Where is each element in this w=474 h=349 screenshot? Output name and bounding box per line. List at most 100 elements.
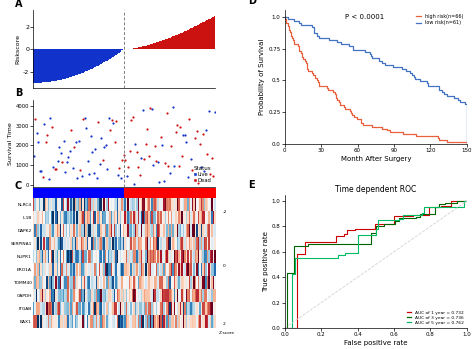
Text: D: D (248, 0, 256, 6)
Point (67, 127, 75, 133)
Point (66, 148, 73, 154)
Bar (35, 50, 36, 83)
Bar (153, 43, 154, 50)
Bar (117, 50, 118, 54)
Bar (102, 50, 103, 63)
Point (62, 169, 69, 174)
Bar (198, 25, 199, 50)
Point (189, 167, 196, 173)
Point (91, 146, 99, 151)
Point (39, 174, 46, 180)
Bar (63, 50, 64, 79)
Bar (41, 50, 42, 82)
Bar (99, 50, 100, 65)
Point (88, 149, 96, 155)
Bar (45, 50, 46, 82)
Point (46, 115, 54, 120)
Point (96, 161, 103, 167)
Text: C: C (15, 181, 22, 191)
Bar (176, 35, 178, 50)
X-axis label: Month After Surgery: Month After Surgery (340, 156, 411, 162)
Bar (184, 31, 185, 50)
Point (58, 159, 66, 165)
Point (208, 155, 216, 161)
Point (111, 139, 118, 145)
Bar (42, 50, 44, 82)
Point (103, 166, 111, 171)
Bar (112, 50, 114, 57)
Bar (71, 50, 72, 77)
Point (180, 132, 187, 138)
Bar (180, 33, 181, 50)
Point (182, 140, 190, 145)
Point (144, 127, 151, 132)
Point (139, 108, 147, 113)
Bar (205, 21, 207, 50)
Bar (53, 50, 54, 81)
Point (121, 157, 129, 162)
Point (45, 177, 53, 182)
Bar (96, 50, 98, 66)
Point (130, 181, 138, 187)
Point (93, 176, 100, 181)
Bar (120, 50, 121, 52)
Bar (37, 50, 39, 83)
Bar (33, 50, 35, 83)
Point (120, 153, 128, 158)
Bar (60, 50, 62, 80)
Point (163, 110, 171, 116)
Point (164, 163, 172, 169)
Bar (109, 50, 111, 59)
Point (32, 116, 39, 122)
Point (123, 173, 130, 179)
Point (160, 178, 168, 183)
Point (112, 118, 120, 124)
Bar (66, 50, 68, 78)
Text: P < 0.0001: P < 0.0001 (345, 14, 384, 21)
Bar (136, 48, 138, 50)
Point (142, 141, 150, 147)
Bar (185, 31, 187, 50)
Point (181, 132, 189, 138)
Bar (159, 42, 160, 50)
Point (78, 174, 85, 179)
Bar (130, 49, 132, 50)
Bar (57, 50, 59, 80)
Point (87, 133, 94, 139)
Text: 2: 2 (223, 321, 226, 326)
Point (203, 151, 211, 157)
Point (151, 143, 159, 148)
Bar (108, 50, 109, 60)
Point (173, 122, 181, 127)
Bar (148, 45, 150, 50)
Bar (160, 41, 162, 50)
Bar (69, 50, 71, 77)
Bar (129, 49, 130, 50)
Point (172, 129, 180, 135)
Point (171, 163, 178, 168)
Bar (202, 22, 203, 50)
Bar (154, 43, 155, 50)
Bar (93, 50, 94, 68)
Point (155, 179, 163, 185)
Bar (145, 46, 147, 50)
Bar (73, 50, 75, 76)
Bar (191, 28, 193, 50)
Point (42, 139, 50, 144)
Point (185, 116, 193, 122)
Point (109, 120, 117, 125)
Point (137, 155, 145, 161)
Bar (90, 50, 91, 69)
Bar (51, 50, 53, 81)
Bar (173, 36, 175, 50)
Bar (105, 50, 106, 61)
Point (175, 163, 182, 169)
Point (187, 157, 194, 162)
Point (106, 128, 114, 133)
Point (159, 142, 166, 148)
Bar (54, 50, 55, 81)
Point (55, 144, 63, 149)
Point (211, 109, 219, 115)
Point (72, 140, 80, 145)
Point (136, 172, 144, 178)
